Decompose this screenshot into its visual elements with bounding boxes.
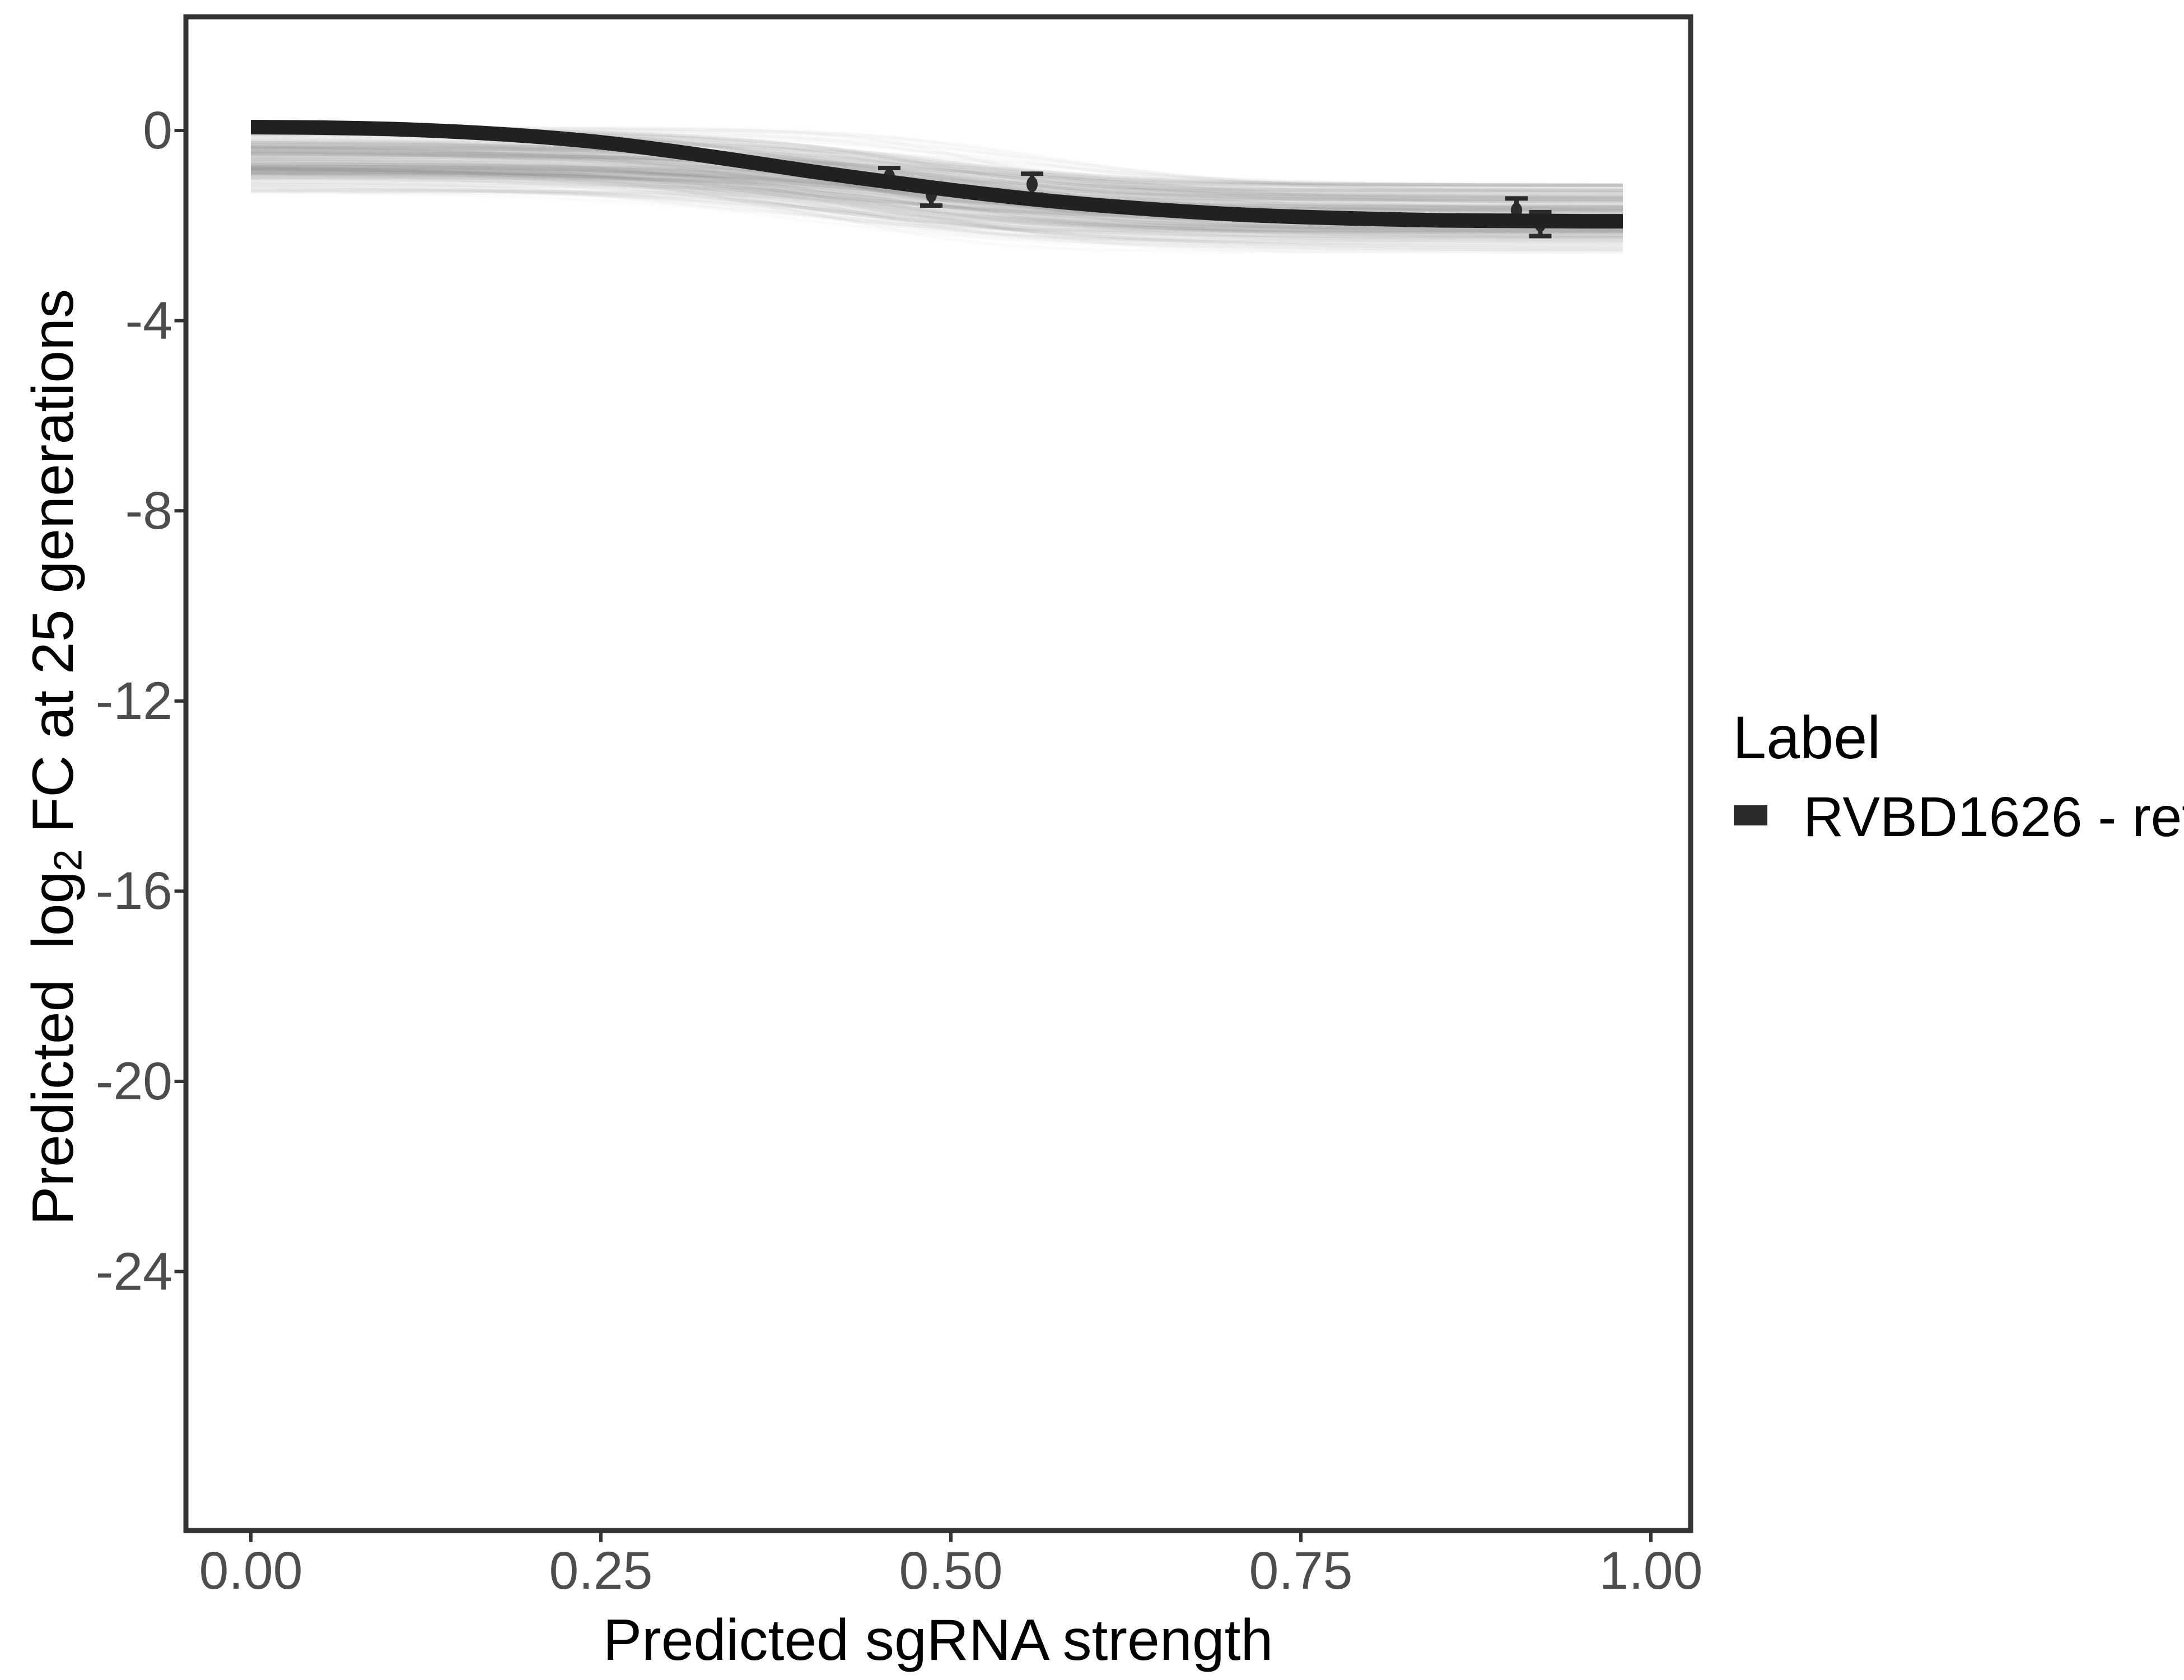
panel-border <box>183 14 1693 1533</box>
axis-tick-marks <box>174 128 1653 1542</box>
fitted-curve <box>250 120 1623 229</box>
main-curve <box>250 120 1623 229</box>
